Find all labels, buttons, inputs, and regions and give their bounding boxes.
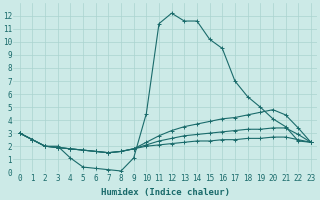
X-axis label: Humidex (Indice chaleur): Humidex (Indice chaleur) xyxy=(101,188,230,197)
